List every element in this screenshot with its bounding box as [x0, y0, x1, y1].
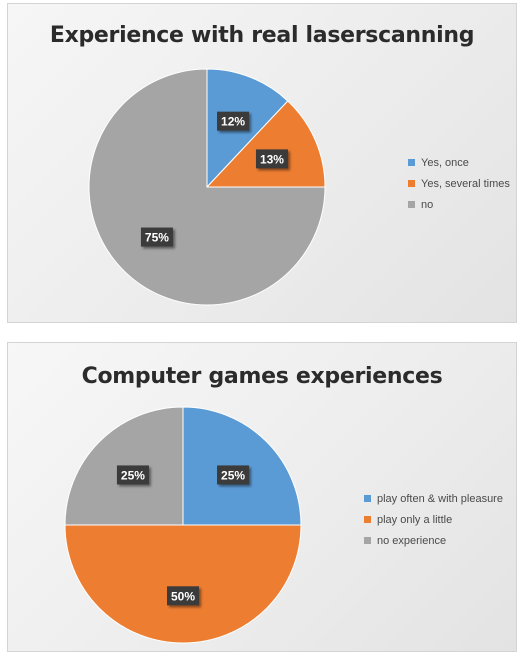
data-label: 12%: [217, 111, 250, 131]
pie-chart-computer-games: 25% 50% 25%: [64, 406, 302, 644]
legend-item: Yes, several times: [408, 173, 510, 194]
chart-title: Computer games experiences: [81, 364, 443, 389]
data-label: 75%: [140, 227, 173, 247]
legend-swatch: [408, 180, 415, 187]
data-label: 25%: [217, 465, 250, 485]
legend-swatch: [408, 201, 415, 208]
legend-swatch: [364, 537, 371, 544]
pie-slice: [205, 100, 326, 188]
legend-item: play often & with pleasure: [364, 488, 503, 509]
legend-item: no: [408, 194, 510, 215]
data-label-box: [217, 111, 250, 131]
chart-panel-computer-games: Computer games experiences 25% 50% 25% pla…: [7, 342, 517, 652]
pie-slice: [64, 524, 302, 644]
chart-title: Experience with real laserscanning: [49, 23, 475, 48]
data-label-text: 75%: [145, 231, 169, 245]
data-label-box: [167, 586, 199, 606]
data-label-box: [140, 227, 173, 247]
legend-item: play only a little: [364, 509, 503, 530]
legend-label: no experience: [377, 534, 447, 547]
data-label: 50%: [167, 586, 199, 606]
legend-swatch: [364, 516, 371, 523]
pie-chart-laserscanning: 12% 13% 75%: [88, 68, 326, 306]
legend-label: play only a little: [377, 513, 453, 526]
data-label-text: 13%: [260, 152, 284, 166]
data-label: 13%: [255, 149, 288, 169]
chart-legend: play often & with pleasure play only a l…: [364, 488, 503, 551]
data-label-box: [255, 149, 288, 169]
legend-swatch: [364, 495, 371, 502]
data-label-text: 50%: [171, 589, 195, 603]
legend-swatch: [408, 159, 415, 166]
legend-label: Yes, several times: [421, 177, 510, 190]
data-label-text: 25%: [121, 468, 145, 482]
data-label: 25%: [116, 465, 149, 485]
legend-label: Yes, once: [421, 156, 469, 169]
legend-item: no experience: [364, 530, 503, 551]
chart-legend: Yes, once Yes, several times no: [408, 152, 510, 215]
data-label-text: 12%: [221, 115, 245, 129]
legend-label: no: [421, 198, 434, 211]
data-label-text: 25%: [221, 468, 245, 482]
legend-item: Yes, once: [408, 152, 510, 173]
data-label-box: [116, 465, 149, 485]
data-label-box: [217, 465, 250, 485]
legend-label: play often & with pleasure: [377, 492, 503, 505]
chart-panel-laserscanning: Experience with real laserscanning 12% 13…: [7, 3, 517, 323]
